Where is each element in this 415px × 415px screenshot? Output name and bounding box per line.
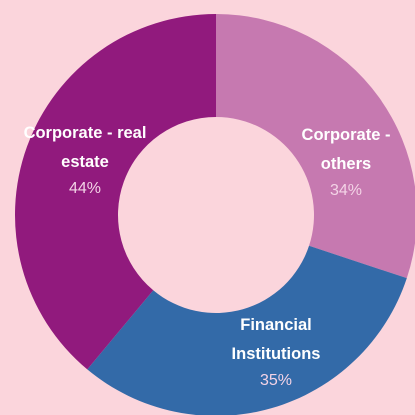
value-label: 35% <box>259 372 293 389</box>
category-label: Corporate - others <box>301 126 391 173</box>
segment-label: Corporate - others 34% <box>284 121 408 203</box>
segment-label: Financial Institutions 35% <box>214 311 338 393</box>
value-label: 44% <box>68 180 102 197</box>
value-label: 34% <box>329 182 363 199</box>
segment-label: Corporate - real estate 44% <box>23 119 147 201</box>
category-label: Financial Institutions <box>231 316 321 363</box>
category-label: Corporate - real estate <box>23 124 147 171</box>
donut-segment <box>14 14 216 370</box>
donut-segment <box>216 14 415 279</box>
donut-segment <box>87 245 407 415</box>
